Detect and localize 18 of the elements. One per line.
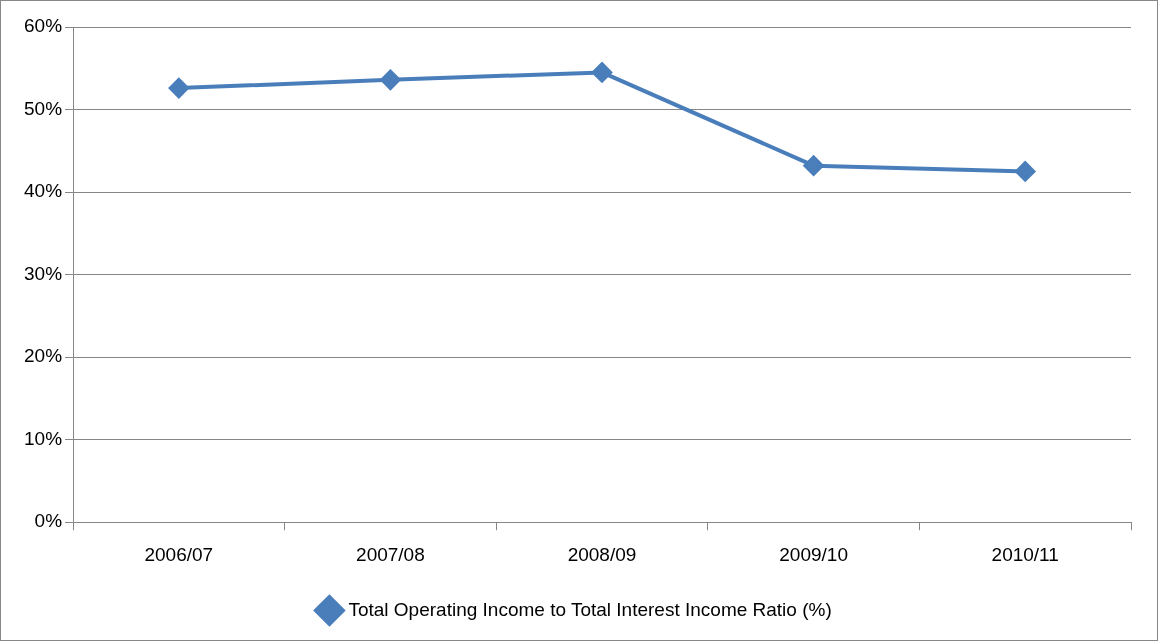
x-tick-label: 2009/10 — [779, 543, 848, 565]
point — [380, 69, 401, 90]
y-tick-label: 50% — [24, 97, 63, 119]
x-tick-label: 2010/11 — [991, 543, 1059, 565]
point — [1015, 161, 1036, 182]
y-tick-label: 60% — [24, 15, 63, 37]
y-tick-label: 30% — [24, 262, 63, 284]
y-tick-label: 40% — [24, 180, 63, 202]
y-tick-label: 0% — [34, 510, 63, 532]
legend-label: Total Operating Income to Total Interest Income Ratio (%) — [348, 598, 832, 620]
y-tick-label: 10% — [24, 427, 63, 449]
point — [803, 155, 824, 176]
x-tick-label: 2007/08 — [356, 543, 425, 565]
x-tick-label: 2006/07 — [144, 543, 214, 565]
y-tick-label: 20% — [24, 345, 63, 367]
point — [168, 78, 189, 99]
x-tick-label: 2008/09 — [567, 543, 637, 565]
point — [592, 62, 613, 83]
